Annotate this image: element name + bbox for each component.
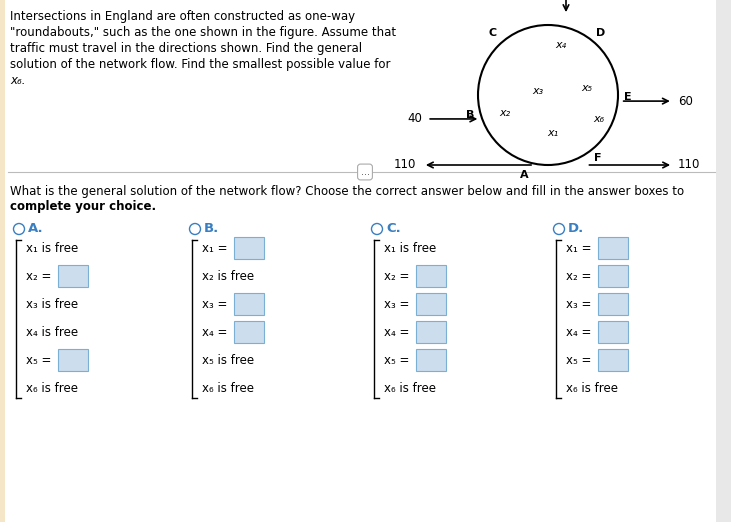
Text: x₆: x₆ xyxy=(593,114,604,125)
Text: C: C xyxy=(489,28,497,39)
FancyBboxPatch shape xyxy=(234,293,264,315)
Text: x₃ is free: x₃ is free xyxy=(26,298,78,311)
FancyBboxPatch shape xyxy=(598,321,628,343)
Text: x₁: x₁ xyxy=(548,128,558,138)
Text: x₂ =: x₂ = xyxy=(26,269,51,282)
Text: ...: ... xyxy=(360,167,369,177)
Bar xyxy=(716,0,731,522)
Text: 40: 40 xyxy=(407,112,423,125)
Ellipse shape xyxy=(478,25,618,165)
FancyBboxPatch shape xyxy=(416,265,446,287)
Text: A: A xyxy=(520,170,529,180)
Text: x₄ is free: x₄ is free xyxy=(26,326,78,338)
Text: C.: C. xyxy=(386,222,401,235)
Text: x₆ is free: x₆ is free xyxy=(202,382,254,395)
Text: x₂ =: x₂ = xyxy=(566,269,591,282)
FancyBboxPatch shape xyxy=(598,349,628,371)
Text: x₂ is free: x₂ is free xyxy=(202,269,254,282)
Text: solution of the network flow. Find the smallest possible value for: solution of the network flow. Find the s… xyxy=(10,58,390,71)
Text: x₃ =: x₃ = xyxy=(566,298,591,311)
Text: x₁ =: x₁ = xyxy=(202,242,227,255)
Text: 110: 110 xyxy=(678,159,700,172)
Text: x₅ =: x₅ = xyxy=(26,353,51,366)
Circle shape xyxy=(371,223,382,234)
Text: D.: D. xyxy=(568,222,584,235)
Text: x₂ =: x₂ = xyxy=(384,269,409,282)
Text: x₄ =: x₄ = xyxy=(384,326,409,338)
Text: x₆ is free: x₆ is free xyxy=(26,382,78,395)
Text: B: B xyxy=(466,110,474,120)
Text: 60: 60 xyxy=(678,94,692,108)
Text: x₅ is free: x₅ is free xyxy=(202,353,254,366)
Text: x₄ =: x₄ = xyxy=(566,326,591,338)
FancyBboxPatch shape xyxy=(58,349,88,371)
Circle shape xyxy=(13,223,25,234)
Text: x₆ is free: x₆ is free xyxy=(384,382,436,395)
Text: "roundabouts," such as the one shown in the figure. Assume that: "roundabouts," such as the one shown in … xyxy=(10,26,396,39)
Text: D: D xyxy=(596,28,605,39)
Bar xyxy=(0,0,5,522)
Text: x₅: x₅ xyxy=(581,83,592,93)
Text: F: F xyxy=(594,153,602,163)
Text: complete your choice.: complete your choice. xyxy=(10,200,156,213)
Text: What is the general solution of the network flow? Choose the correct answer belo: What is the general solution of the netw… xyxy=(10,185,684,198)
FancyBboxPatch shape xyxy=(416,349,446,371)
FancyBboxPatch shape xyxy=(598,293,628,315)
FancyBboxPatch shape xyxy=(234,237,264,259)
Text: x₁ is free: x₁ is free xyxy=(384,242,436,255)
Text: x₃: x₃ xyxy=(532,87,543,97)
Text: traffic must travel in the directions shown. Find the general: traffic must travel in the directions sh… xyxy=(10,42,362,55)
Text: Intersections in England are often constructed as one-way: Intersections in England are often const… xyxy=(10,10,355,23)
FancyBboxPatch shape xyxy=(416,293,446,315)
Text: x₁ is free: x₁ is free xyxy=(26,242,78,255)
Text: x₁ =: x₁ = xyxy=(566,242,591,255)
Circle shape xyxy=(553,223,564,234)
Text: x₄: x₄ xyxy=(555,40,567,50)
Text: x₃ =: x₃ = xyxy=(202,298,227,311)
Text: B.: B. xyxy=(204,222,219,235)
FancyBboxPatch shape xyxy=(58,265,88,287)
Text: A.: A. xyxy=(28,222,44,235)
FancyBboxPatch shape xyxy=(598,265,628,287)
FancyBboxPatch shape xyxy=(234,321,264,343)
Text: x₆ is free: x₆ is free xyxy=(566,382,618,395)
Text: x₂: x₂ xyxy=(499,108,510,117)
Text: E: E xyxy=(624,92,632,102)
Text: x₅ =: x₅ = xyxy=(384,353,409,366)
FancyBboxPatch shape xyxy=(416,321,446,343)
Text: x₃ =: x₃ = xyxy=(384,298,409,311)
Text: x₆.: x₆. xyxy=(10,74,26,87)
FancyBboxPatch shape xyxy=(598,237,628,259)
Text: x₄ =: x₄ = xyxy=(202,326,227,338)
Text: x₅ =: x₅ = xyxy=(566,353,591,366)
Text: 110: 110 xyxy=(393,159,416,172)
Circle shape xyxy=(189,223,200,234)
